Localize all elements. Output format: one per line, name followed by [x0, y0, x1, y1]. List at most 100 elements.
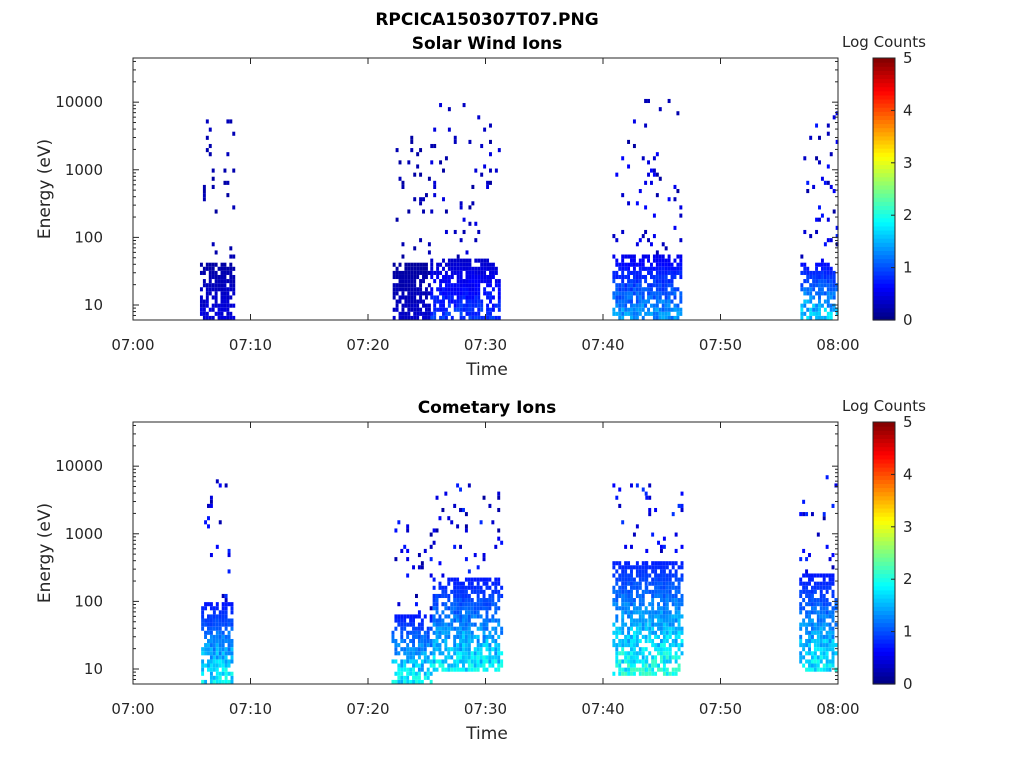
- heatmap-cell: [659, 561, 663, 566]
- colorbar-segment: [873, 479, 895, 484]
- heatmap-cell: [412, 622, 415, 627]
- heatmap-cell: [645, 548, 649, 553]
- heatmap-cell: [624, 274, 628, 280]
- heatmap-cell: [810, 610, 814, 615]
- heatmap-cell: [227, 622, 231, 627]
- heatmap-cell: [212, 667, 216, 672]
- heatmap-cell: [218, 659, 222, 664]
- heatmap-cell: [447, 581, 451, 586]
- heatmap-cell: [468, 287, 472, 292]
- heatmap-cell: [453, 618, 457, 623]
- heatmap-cell: [655, 172, 659, 177]
- colorbar-segment: [873, 315, 895, 321]
- heatmap-cell: [667, 258, 671, 263]
- heatmap-cell: [212, 618, 216, 623]
- heatmap-cell: [220, 311, 224, 316]
- heatmap-cell: [799, 626, 803, 631]
- heatmap-cell: [823, 242, 827, 247]
- heatmap-cell: [212, 675, 216, 680]
- heatmap-cell: [661, 299, 665, 304]
- heatmap-cell: [395, 291, 399, 296]
- heatmap-cell: [627, 577, 631, 582]
- heatmap-cell: [232, 315, 236, 320]
- heatmap-cell: [482, 659, 486, 664]
- colorbar-segment: [873, 557, 895, 562]
- heatmap-cell: [624, 303, 628, 308]
- colorbar-segment: [873, 524, 895, 530]
- heatmap-cell: [456, 614, 460, 619]
- heatmap-cell: [232, 266, 236, 271]
- colorbar-segment: [873, 307, 895, 313]
- heatmap-cell: [624, 651, 628, 656]
- heatmap-cell: [638, 671, 642, 676]
- heatmap-cell: [818, 160, 821, 165]
- heatmap-cell: [667, 254, 671, 259]
- heatmap-cell: [805, 557, 809, 562]
- heatmap-cell: [207, 602, 210, 607]
- heatmap-cell: [645, 659, 649, 664]
- heatmap-cell: [820, 279, 824, 284]
- heatmap-cell: [223, 299, 227, 304]
- heatmap-cell: [500, 626, 504, 631]
- heatmap-cell: [799, 593, 803, 599]
- heatmap-cell: [218, 647, 222, 652]
- heatmap-cell: [468, 299, 472, 304]
- heatmap-cell: [647, 283, 650, 288]
- heatmap-cell: [489, 139, 492, 144]
- heatmap-cell: [657, 581, 660, 586]
- heatmap-cell: [207, 659, 210, 664]
- heatmap-cell: [470, 659, 474, 664]
- heatmap-cell: [211, 168, 215, 173]
- heatmap-cell: [464, 557, 468, 562]
- heatmap-cell: [494, 626, 498, 631]
- heatmap-cell: [430, 160, 434, 165]
- heatmap-cell: [482, 634, 486, 639]
- heatmap-cell: [831, 643, 835, 648]
- heatmap-cell: [810, 602, 814, 607]
- heatmap-cell: [430, 270, 434, 275]
- heatmap-cell: [835, 283, 839, 288]
- heatmap-cell: [680, 491, 684, 496]
- heatmap-cell: [627, 287, 631, 292]
- heatmap-cell: [808, 593, 811, 599]
- heatmap-cell: [232, 283, 236, 288]
- heatmap-cell: [403, 651, 407, 656]
- heatmap-cell: [409, 659, 413, 664]
- heatmap-cell: [459, 589, 462, 594]
- heatmap-cell: [658, 270, 662, 275]
- heatmap-cell: [799, 638, 803, 644]
- heatmap-cell: [632, 606, 636, 611]
- heatmap-cell: [413, 315, 417, 320]
- colorbar-segment: [873, 303, 895, 309]
- heatmap-cell: [664, 283, 668, 288]
- heatmap-cell: [612, 291, 616, 296]
- heatmap-cell: [398, 279, 402, 284]
- heatmap-cell: [438, 634, 442, 639]
- colorbar-segment: [873, 279, 895, 284]
- heatmap-cell: [424, 295, 428, 300]
- heatmap-cell: [400, 626, 404, 631]
- heatmap-cell: [214, 270, 218, 275]
- heatmap-cell: [644, 647, 648, 652]
- heatmap-cell: [676, 303, 680, 308]
- heatmap-cell: [612, 254, 616, 259]
- heatmap-cell: [217, 266, 221, 271]
- heatmap-cell: [406, 548, 410, 553]
- heatmap-cell: [491, 315, 495, 320]
- heatmap-cell: [808, 638, 811, 644]
- heatmap-cell: [444, 638, 448, 644]
- heatmap-cell: [488, 643, 492, 648]
- heatmap-cell: [221, 667, 225, 672]
- heatmap-cell: [819, 581, 823, 586]
- heatmap-cell: [489, 262, 492, 267]
- heatmap-cell: [453, 585, 457, 590]
- heatmap-cell: [488, 606, 492, 611]
- heatmap-cell: [671, 581, 675, 586]
- heatmap-cell: [436, 307, 440, 312]
- heatmap-cell: [662, 577, 666, 582]
- heatmap-cell: [429, 643, 433, 648]
- heatmap-cell: [471, 266, 475, 271]
- heatmap-cell: [218, 610, 222, 615]
- heatmap-cell: [491, 520, 495, 525]
- heatmap-cell: [630, 647, 633, 652]
